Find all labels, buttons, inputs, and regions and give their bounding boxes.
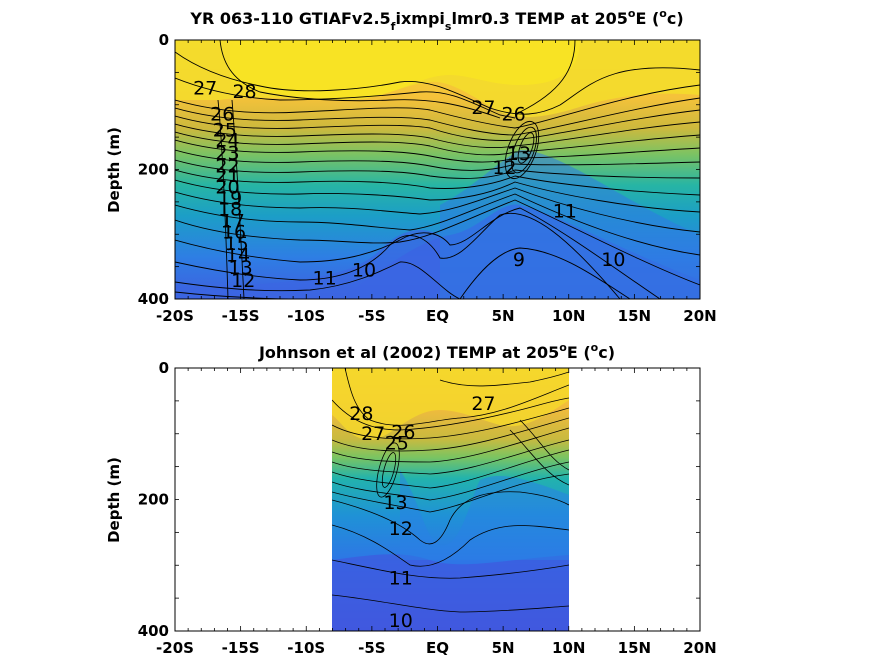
x-tick-label: 10N: [552, 307, 585, 325]
y-tick-label: 400: [138, 622, 169, 640]
x-tick-label: -10S: [287, 307, 325, 325]
x-tick-label: 15N: [618, 639, 651, 656]
panel-obs: Johnson et al (2002) TEMP at 205oE (oc): [105, 341, 717, 656]
contour-label: 17: [221, 210, 245, 232]
panel-model-x-axis: -20S -15S -10S -5S EQ 5N 10N 15N 20N: [156, 40, 717, 325]
contour-label: 28: [349, 403, 373, 425]
x-tick-label: -5S: [358, 307, 385, 325]
x-tick-label: 5N: [492, 307, 515, 325]
contour-label: 18: [218, 199, 242, 221]
panel-model: YR 063-110 GTIAFv2.5fixmpislmr0.3 TEMP a…: [105, 7, 717, 325]
contour-label: 20: [215, 177, 239, 199]
contour-label: 12: [231, 270, 255, 292]
contour-label: 27: [471, 393, 495, 415]
contour-label: 10: [601, 249, 625, 271]
x-tick-label: EQ: [426, 639, 449, 656]
panel-model-y-axis: 0 200 400: [138, 31, 700, 308]
x-tick-label: -5S: [358, 639, 385, 656]
x-tick-label: -15S: [222, 307, 260, 325]
contour-label: 27: [471, 97, 495, 119]
contour-label: 25: [213, 120, 237, 142]
panel-obs-x-axis: -20S -15S -10S -5S EQ 5N 10N 15N 20N: [156, 368, 717, 656]
contour-label: 27: [361, 423, 385, 445]
x-tick-label: -20S: [156, 307, 194, 325]
panel-model-title: YR 063-110 GTIAFv2.5fixmpislmr0.3 TEMP a…: [189, 7, 683, 33]
x-tick-label: 10N: [552, 639, 585, 656]
contour-label: 10: [352, 260, 376, 282]
contour-label: 13: [383, 492, 407, 514]
contour-label: 19: [218, 188, 242, 210]
contour-label: 9: [513, 249, 525, 271]
contour-label: 12: [492, 157, 516, 179]
contour-label: 26: [210, 103, 234, 125]
contour-label: 12: [389, 518, 413, 540]
contour-label: 26: [502, 103, 526, 125]
contour-label: 13: [507, 143, 531, 165]
contour-label: 14: [226, 245, 250, 267]
contour-label: 28: [232, 81, 256, 103]
y-tick-label: 400: [138, 290, 169, 308]
contour-label: 15: [225, 233, 249, 255]
contour-label: 11: [553, 201, 577, 223]
contour-label: 23: [215, 142, 239, 164]
contour-label: 26: [391, 421, 415, 443]
x-tick-label: -15S: [222, 639, 260, 656]
contour-label: 25: [385, 433, 409, 455]
contour-label: 11: [389, 567, 413, 589]
y-tick-label: 0: [159, 359, 169, 377]
x-tick-label: 20N: [683, 639, 716, 656]
contour-label: 13: [229, 257, 253, 279]
panel-model-y-label: Depth (m): [105, 127, 123, 213]
panel-obs-title: Johnson et al (2002) TEMP at 205oE (oc): [258, 341, 615, 362]
x-tick-label: 15N: [618, 307, 651, 325]
y-tick-label: 200: [138, 161, 169, 179]
contour-label: 24: [215, 129, 239, 151]
y-tick-label: 200: [138, 491, 169, 509]
contour-label: 16: [222, 221, 246, 243]
panel-model-contours: [175, 40, 700, 299]
x-tick-label: -20S: [156, 639, 194, 656]
contour-label: 10: [389, 610, 413, 632]
panel-obs-contours: [332, 368, 569, 613]
contour-label: 22: [215, 155, 239, 177]
contour-label: 11: [313, 267, 337, 289]
x-tick-label: EQ: [426, 307, 449, 325]
x-tick-label: 20N: [683, 307, 716, 325]
y-tick-label: 0: [159, 31, 169, 49]
x-tick-label: 5N: [492, 639, 515, 656]
panel-obs-y-label: Depth (m): [105, 457, 123, 543]
contour-label: 21: [215, 165, 239, 187]
x-tick-label: -10S: [287, 639, 325, 656]
panel-obs-y-axis: 0 200 400: [138, 359, 700, 640]
contour-label: 27: [193, 78, 217, 100]
